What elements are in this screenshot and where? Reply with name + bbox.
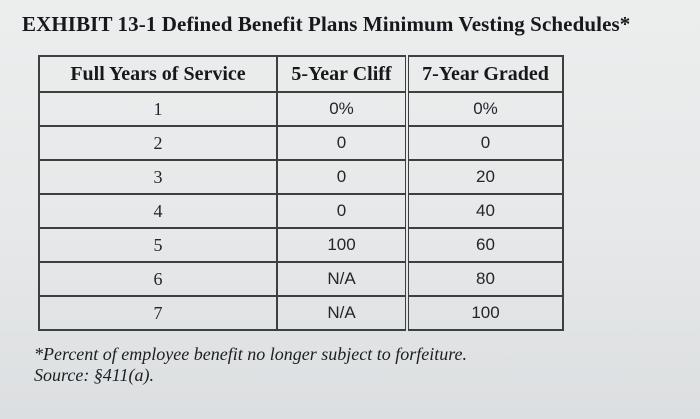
- table-row: 3 0 20: [38, 159, 564, 195]
- table-row: 1 0% 0%: [38, 91, 564, 127]
- cell-5-year-cliff: 0: [276, 193, 408, 229]
- cell-5-year-cliff: 0%: [276, 91, 408, 127]
- cell-5-year-cliff: N/A: [276, 295, 408, 331]
- footnote-definition: *Percent of employee benefit no longer s…: [34, 344, 468, 364]
- cell-5-year-cliff: 0: [276, 159, 408, 195]
- cell-years: 3: [38, 159, 278, 195]
- footnote: *Percent of employee benefit no longer s…: [34, 344, 467, 386]
- cell-5-year-cliff: 100: [276, 227, 408, 263]
- header-7-year-graded: 7-Year Graded: [405, 55, 564, 93]
- cell-years: 1: [38, 91, 278, 127]
- cell-7-year-graded: 0%: [405, 91, 564, 127]
- cell-5-year-cliff: 0: [276, 125, 408, 161]
- cell-7-year-graded: 100: [405, 295, 564, 331]
- cell-7-year-graded: 20: [405, 159, 564, 195]
- table-row: 7 N/A 100: [38, 295, 564, 331]
- vesting-schedule-table: Full Years of Service 5-Year Cliff 7-Yea…: [38, 55, 564, 331]
- cell-5-year-cliff: N/A: [276, 261, 408, 297]
- table-header-row: Full Years of Service 5-Year Cliff 7-Yea…: [38, 55, 564, 93]
- cell-7-year-graded: 40: [405, 193, 564, 229]
- header-5-year-cliff: 5-Year Cliff: [276, 55, 408, 93]
- cell-7-year-graded: 80: [405, 261, 564, 297]
- cell-years: 2: [38, 125, 278, 161]
- cell-years: 5: [38, 227, 278, 263]
- table-row: 5 100 60: [38, 227, 564, 263]
- table-row: 4 0 40: [38, 193, 564, 229]
- cell-years: 7: [38, 295, 278, 331]
- footnote-source: Source: §411(a).: [34, 365, 154, 385]
- cell-years: 6: [38, 261, 278, 297]
- vesting-table-container: Full Years of Service 5-Year Cliff 7-Yea…: [38, 55, 564, 331]
- header-full-years-of-service: Full Years of Service: [38, 55, 278, 93]
- table-row: 2 0 0: [38, 125, 564, 161]
- cell-7-year-graded: 0: [405, 125, 564, 161]
- cell-7-year-graded: 60: [405, 227, 564, 263]
- exhibit-title: EXHIBIT 13-1 Defined Benefit Plans Minim…: [22, 12, 631, 36]
- cell-years: 4: [38, 193, 278, 229]
- table-row: 6 N/A 80: [38, 261, 564, 297]
